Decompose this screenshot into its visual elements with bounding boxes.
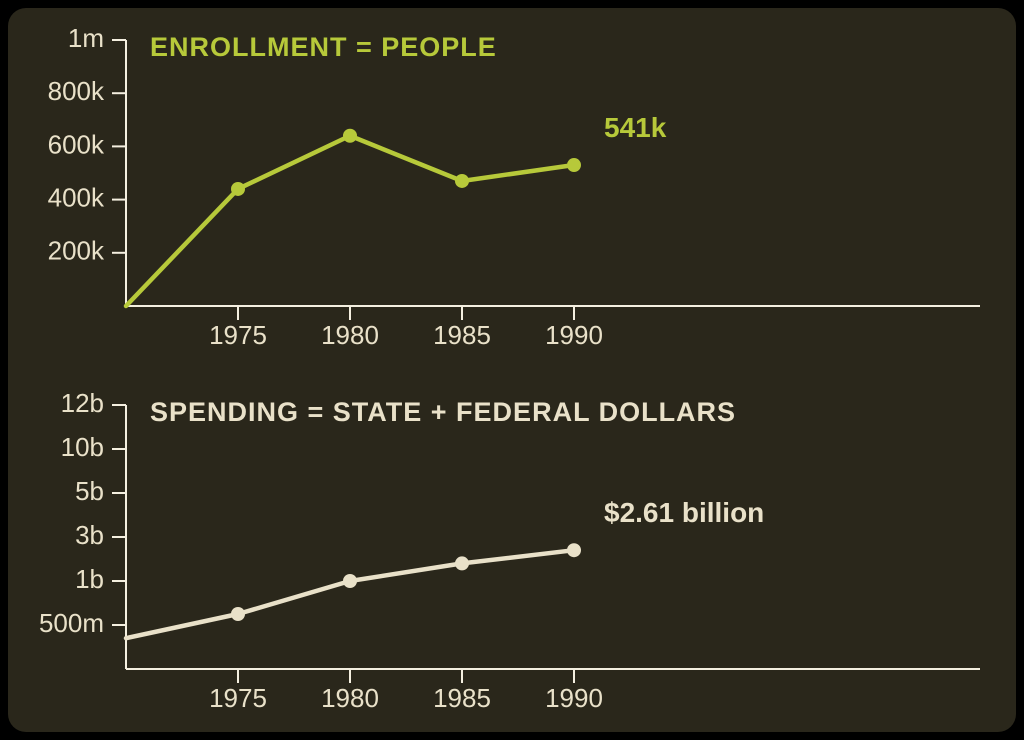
bottom-x-tick-label: 1990 — [545, 683, 603, 713]
top-y-tick-label: 400k — [48, 182, 105, 212]
top-y-tick-label: 200k — [48, 236, 105, 266]
bottom-y-tick-label: 10b — [61, 432, 104, 462]
chart-container: 200k 400k 600k 800k 1m 1975 1980 1985 1990 ENROLL… — [0, 0, 1024, 740]
bottom-y-tick-label: 12b — [61, 388, 104, 418]
bottom-x-tick-label: 1985 — [433, 683, 491, 713]
bottom-x-tick-label: 1980 — [321, 683, 379, 713]
bottom-y-tick-label: 1b — [75, 564, 104, 594]
top-series-marker — [231, 182, 245, 196]
top-y-tick-label: 1m — [68, 23, 104, 53]
top-x-tick-label: 1985 — [433, 320, 491, 350]
bottom-chart-title: SPENDING = STATE + FEDERAL DOLLARS — [150, 397, 736, 427]
top-x-tick-label: 1975 — [209, 320, 267, 350]
top-value-callout: 541k — [604, 112, 667, 143]
top-x-tick-label: 1990 — [545, 320, 603, 350]
bottom-y-tick-label: 500m — [39, 608, 104, 638]
bottom-series-marker — [231, 607, 245, 621]
bottom-y-tick-label: 3b — [75, 520, 104, 550]
inner-background — [8, 8, 1016, 732]
bottom-series-marker — [567, 543, 581, 557]
top-series-marker — [567, 158, 581, 172]
bottom-y-tick-label: 5b — [75, 476, 104, 506]
top-series-marker — [343, 129, 357, 143]
top-y-tick-label: 800k — [48, 76, 105, 106]
bottom-x-tick-label: 1975 — [209, 683, 267, 713]
top-chart-title: ENROLLMENT = PEOPLE — [150, 32, 497, 62]
bottom-series-marker — [343, 574, 357, 588]
top-y-tick-label: 600k — [48, 129, 105, 159]
top-x-tick-label: 1980 — [321, 320, 379, 350]
bottom-value-callout: $2.61 billion — [604, 497, 764, 528]
top-series-marker — [455, 174, 469, 188]
bottom-series-marker — [455, 556, 469, 570]
